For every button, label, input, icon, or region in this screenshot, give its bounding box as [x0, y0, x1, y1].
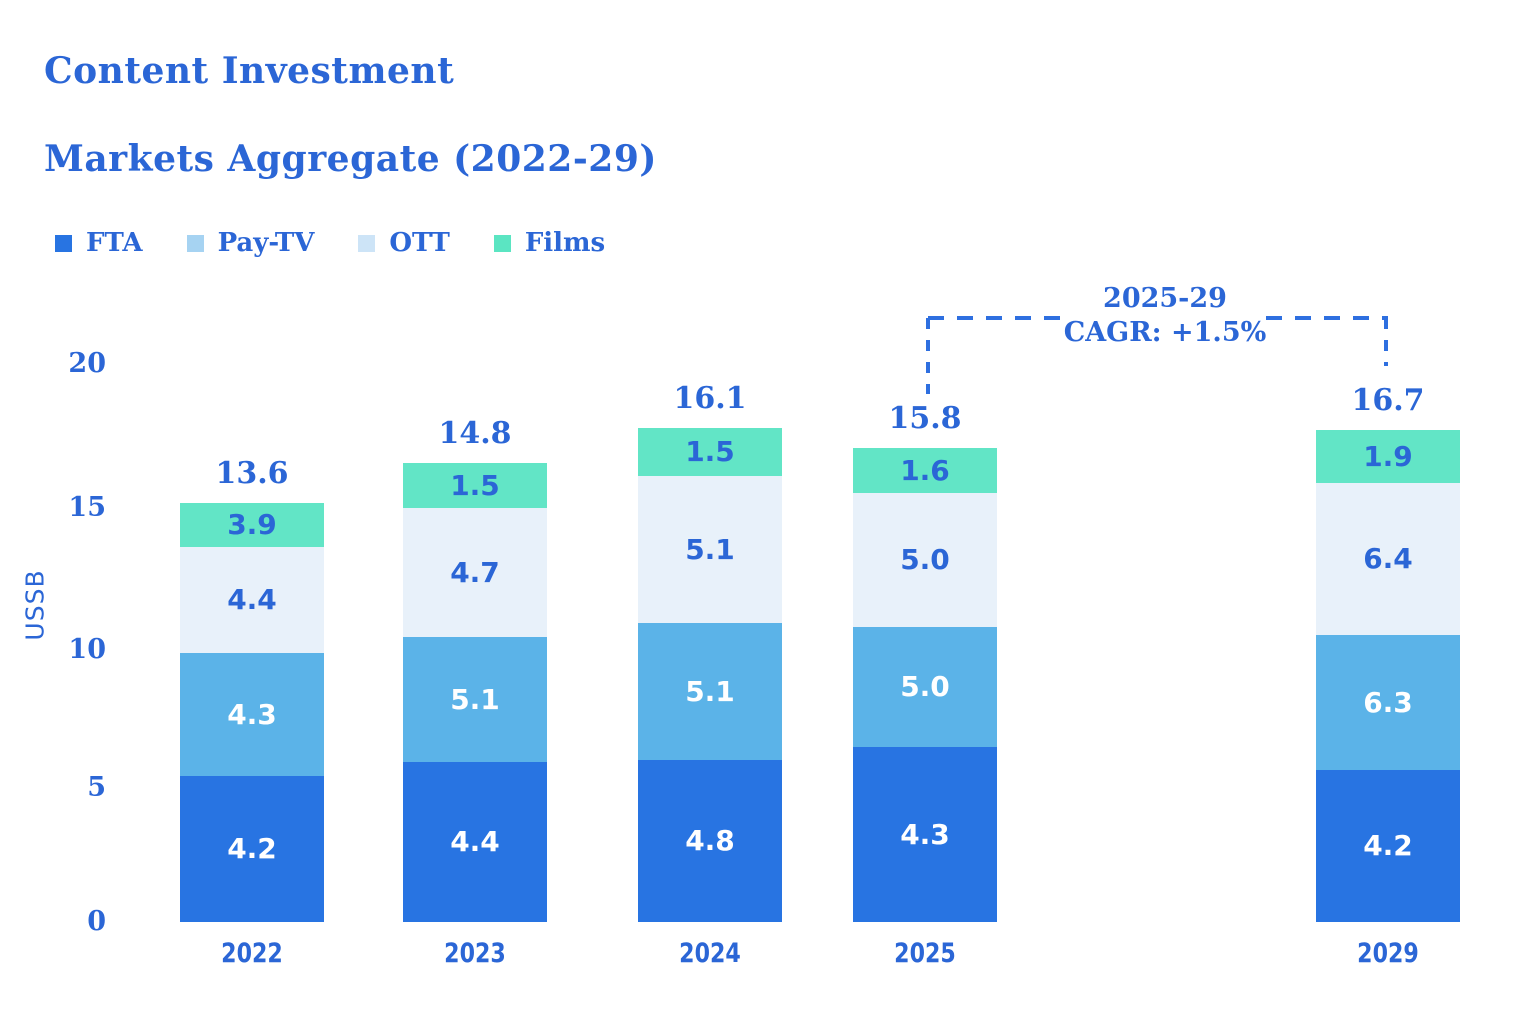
x-tick-label-2024: 2024 — [679, 938, 741, 969]
y-tick-label: 15 — [68, 492, 106, 523]
cagr-dashed-drop-right — [1384, 318, 1388, 366]
legend-item-films: Films — [493, 228, 606, 258]
bar-value-label: 3.9 — [227, 508, 277, 541]
bar-segment-films-2024: 1.5 — [638, 428, 782, 476]
x-tick-label-2022: 2022 — [221, 938, 283, 969]
y-tick-label: 0 — [87, 906, 106, 937]
bar-value-label: 4.3 — [227, 698, 277, 731]
bar-value-label: 4.3 — [900, 818, 950, 851]
bar-segment-ott-2024: 5.1 — [638, 476, 782, 623]
bar-segment-fta-2024: 4.8 — [638, 760, 782, 922]
bar-value-label: 6.3 — [1363, 686, 1413, 719]
bar-segment-paytv-2025: 5.0 — [853, 627, 997, 747]
bar-segment-fta-2029: 4.2 — [1316, 770, 1460, 922]
bar-total-label: 16.1 — [673, 381, 747, 416]
bar-value-label: 5.0 — [900, 543, 950, 576]
x-tick-label-2023: 2023 — [444, 938, 506, 969]
bar-segment-paytv-2023: 5.1 — [403, 637, 547, 762]
legend-item-ott: OTT — [358, 228, 450, 258]
bar-total-label: 13.6 — [215, 456, 289, 491]
bar-segment-films-2022: 3.9 — [180, 503, 324, 547]
legend-item-fta: FTA — [55, 228, 143, 258]
cagr-dashed-line-right — [1266, 316, 1388, 320]
legend-label: Pay-TV — [217, 228, 315, 258]
bar-value-label: 4.7 — [450, 556, 500, 589]
bar-value-label: 1.9 — [1363, 440, 1413, 473]
legend: FTA Pay-TV OTT Films — [55, 228, 605, 258]
cagr-dashed-line-left — [928, 316, 1066, 320]
cagr-annotation-value: CAGR: +1.5% — [1063, 317, 1267, 348]
legend-label: Films — [524, 228, 606, 258]
bar-total-label: 16.7 — [1351, 383, 1425, 418]
bar-segment-fta-2023: 4.4 — [403, 762, 547, 922]
page-title: Content Investment — [44, 50, 455, 92]
bar-value-label: 5.0 — [900, 670, 950, 703]
bar-segment-fta-2022: 4.2 — [180, 776, 324, 922]
bar-segment-ott-2029: 6.4 — [1316, 483, 1460, 635]
y-axis-title: USSB — [20, 569, 50, 641]
legend-swatch-icon — [358, 234, 376, 252]
legend-swatch-icon — [186, 234, 204, 252]
bar-value-label: 6.4 — [1363, 542, 1413, 575]
legend-item-paytv: Pay-TV — [186, 228, 315, 258]
bar-value-label: 1.5 — [685, 435, 735, 468]
bar-segment-ott-2023: 4.7 — [403, 508, 547, 637]
cagr-dashed-drop-left — [926, 318, 930, 394]
cagr-annotation: 2025-29 CAGR: +1.5% — [1040, 282, 1290, 350]
x-tick-label-2029: 2029 — [1357, 938, 1419, 969]
x-tick-label-2025: 2025 — [894, 938, 956, 969]
bar-value-label: 4.2 — [1363, 829, 1413, 862]
bar-total-label: 15.8 — [888, 401, 962, 436]
legend-swatch-icon — [493, 234, 511, 252]
legend-label: OTT — [389, 228, 450, 258]
page-subtitle: Markets Aggregate (2022-29) — [44, 138, 657, 180]
bar-segment-paytv-2029: 6.3 — [1316, 635, 1460, 770]
cagr-annotation-range: 2025-29 — [1103, 283, 1227, 314]
y-tick-label: 5 — [87, 772, 106, 803]
bar-value-label: 4.8 — [685, 824, 735, 857]
bar-value-label: 4.4 — [450, 825, 500, 858]
y-tick-label: 10 — [68, 634, 106, 665]
bar-value-label: 1.6 — [900, 454, 950, 487]
bar-value-label: 5.1 — [685, 675, 735, 708]
y-tick-label: 20 — [68, 348, 106, 379]
bar-value-label: 4.4 — [227, 583, 277, 616]
bar-value-label: 4.2 — [227, 832, 277, 865]
bar-segment-fta-2025: 4.3 — [853, 747, 997, 922]
legend-label: FTA — [86, 228, 143, 258]
legend-swatch-icon — [55, 234, 72, 252]
bar-total-label: 14.8 — [438, 416, 512, 451]
bar-segment-paytv-2024: 5.1 — [638, 623, 782, 760]
bar-value-label: 1.5 — [450, 469, 500, 502]
bar-segment-films-2025: 1.6 — [853, 448, 997, 493]
bar-segment-films-2029: 1.9 — [1316, 430, 1460, 483]
bar-value-label: 5.1 — [685, 533, 735, 566]
bar-segment-ott-2022: 4.4 — [180, 547, 324, 653]
bar-value-label: 5.1 — [450, 683, 500, 716]
bar-segment-films-2023: 1.5 — [403, 463, 547, 508]
bar-segment-paytv-2022: 4.3 — [180, 653, 324, 776]
bar-segment-ott-2025: 5.0 — [853, 493, 997, 627]
